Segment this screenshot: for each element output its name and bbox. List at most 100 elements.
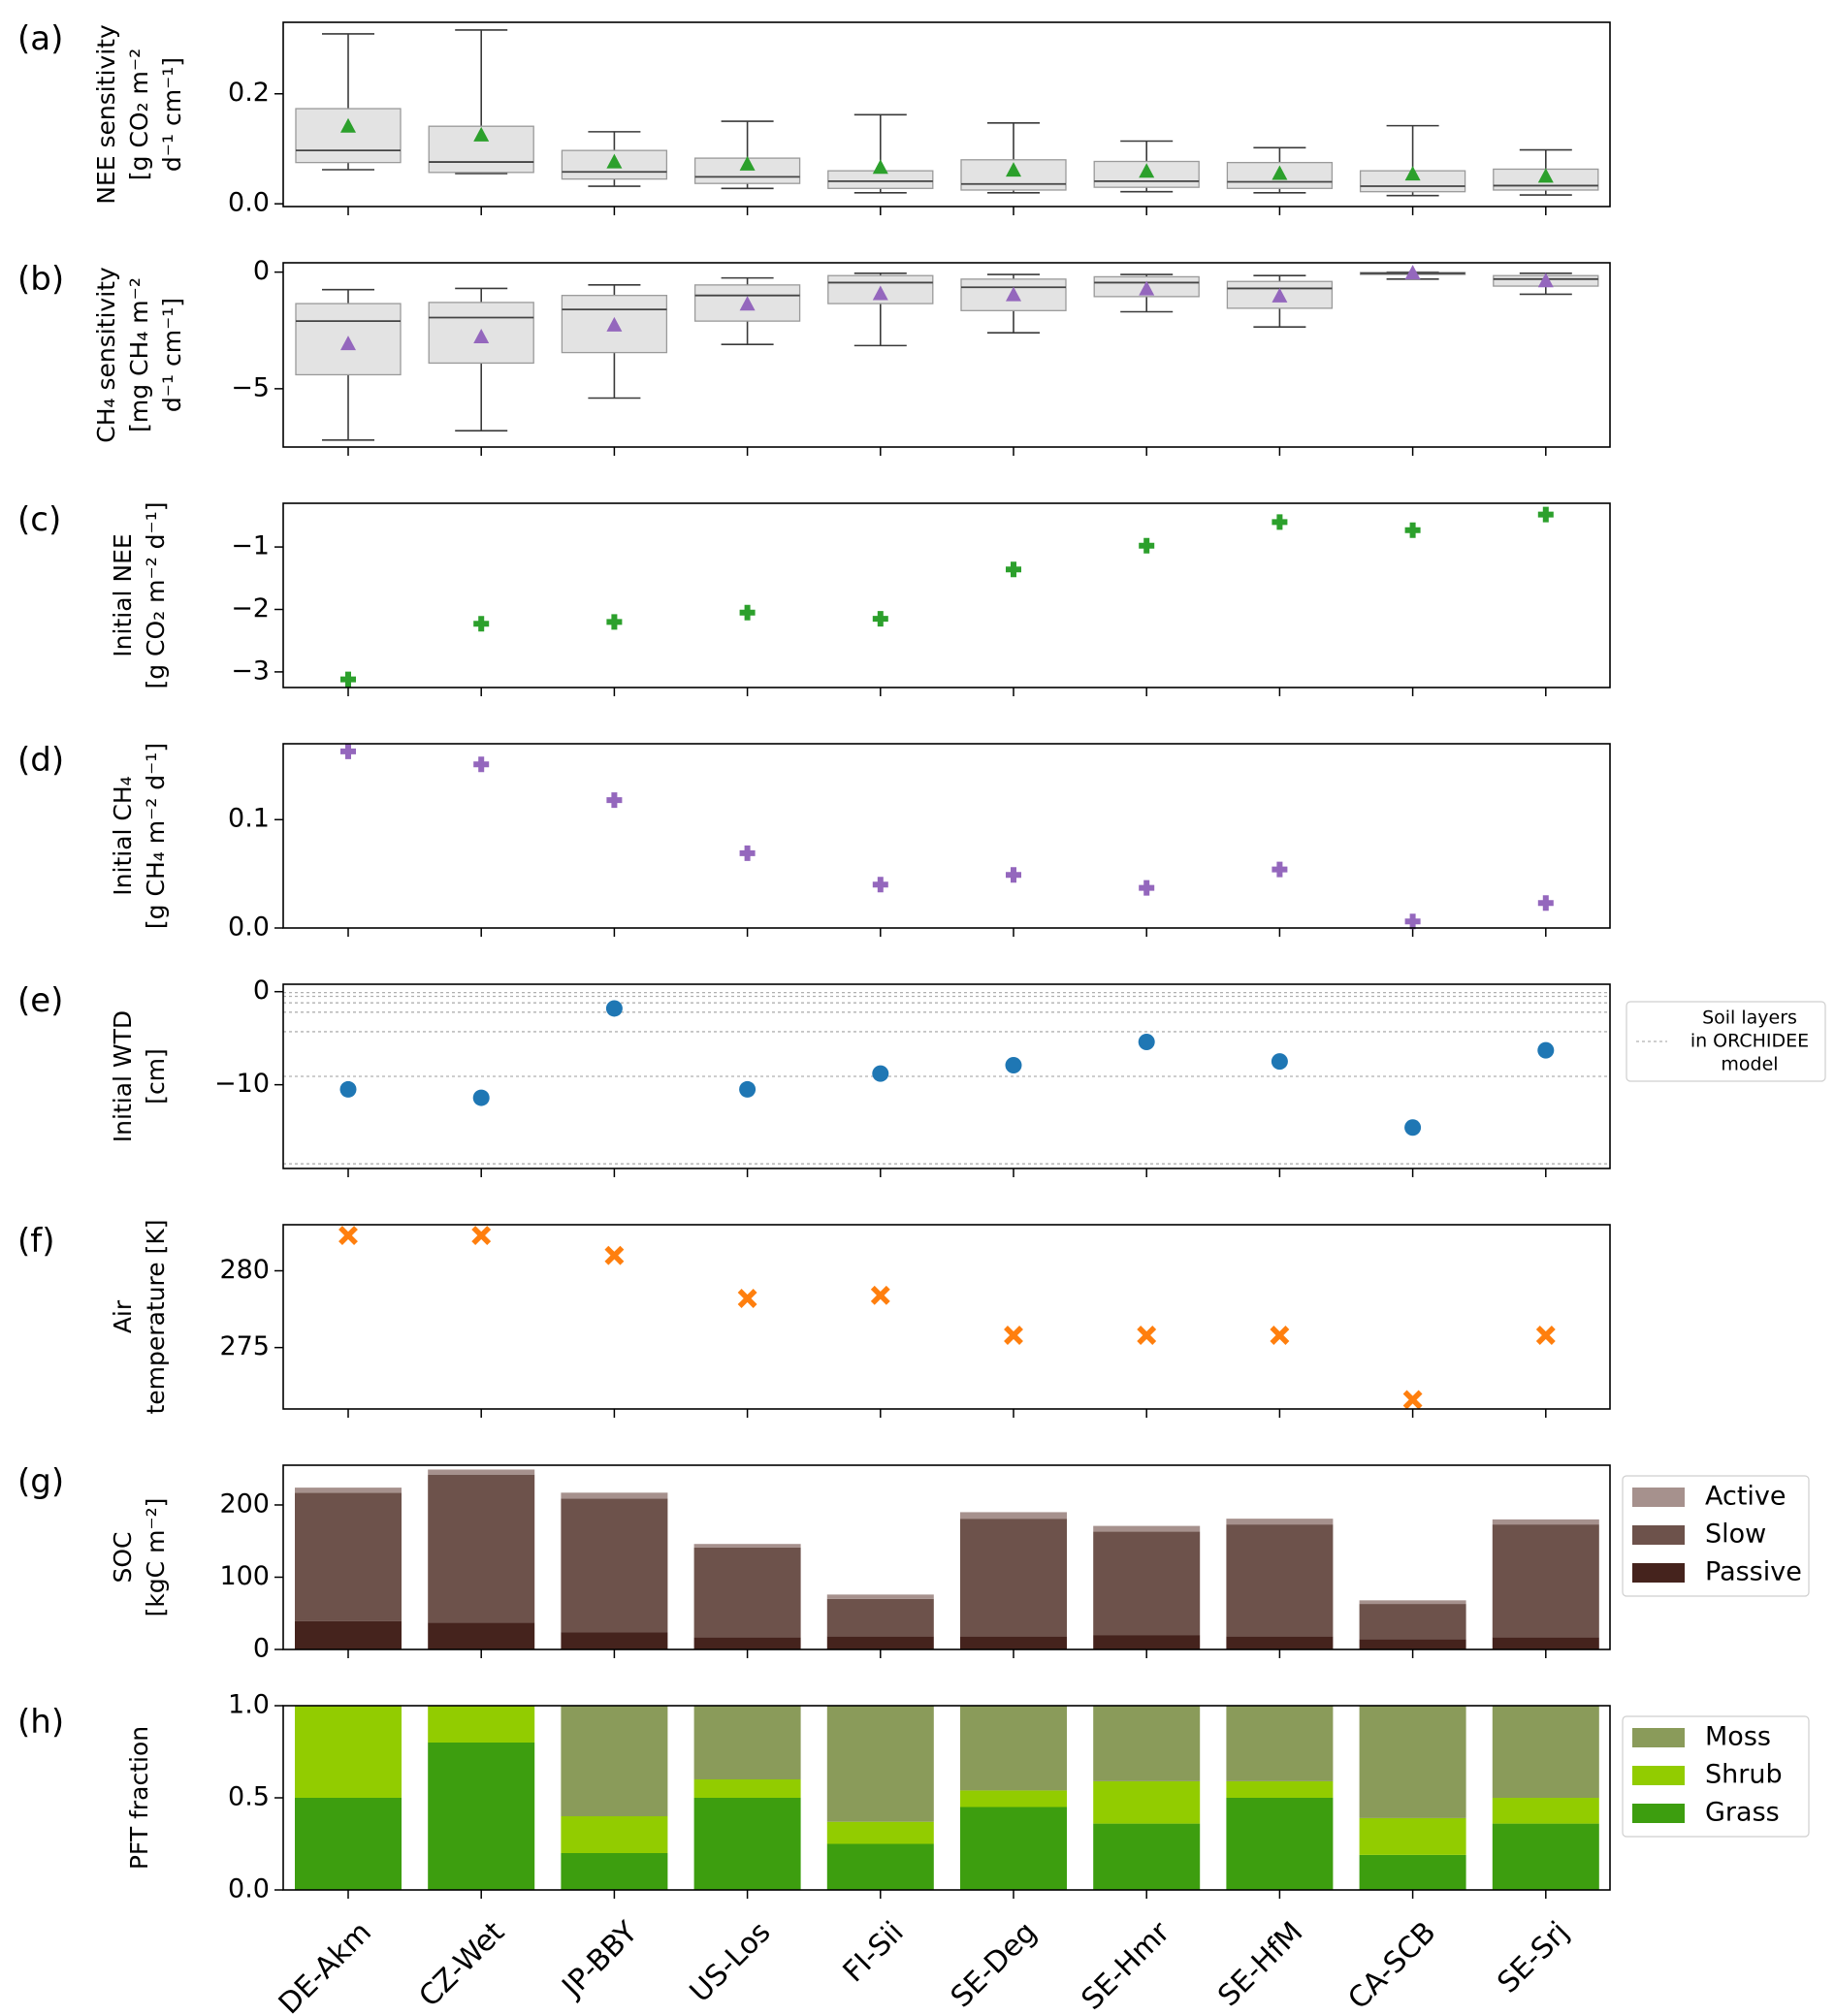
data-point: [1272, 514, 1288, 530]
data-point: [1404, 1119, 1422, 1136]
mean-marker: [340, 117, 356, 133]
y-axis-label: SOC: [109, 1531, 137, 1583]
bar-shrub: [1226, 1780, 1334, 1798]
axes-frame: [282, 743, 1611, 929]
y-tick-label: 280: [219, 1255, 270, 1285]
bar-active: [295, 1488, 402, 1493]
mean-marker: [1006, 286, 1021, 302]
y-tick-label: −10: [214, 1069, 270, 1099]
bar-grass: [1093, 1823, 1201, 1890]
bar-shrub: [561, 1816, 668, 1853]
mean-marker: [739, 155, 756, 171]
bar-active: [960, 1512, 1067, 1520]
panel-f: (f) Air temperature [K] 275 280: [17, 1220, 1611, 1418]
data-point: [739, 845, 756, 861]
bar-shrub: [1359, 1817, 1466, 1855]
x-tick-label: US-Los: [684, 1915, 778, 2009]
bar-passive: [1093, 1635, 1201, 1649]
x-axis-labels: DE-Akm CZ-Wet JP-BBY US-Los FI-Sii SE-Deg SE-H…: [273, 1915, 1576, 2016]
panel-h: (h) PFT fraction 0.0 0.5 1.0 Moss Shrub Grass: [17, 1690, 1810, 1904]
y-tick-label: 0.0: [228, 188, 270, 218]
panel-d: (d) Initial CH₄ [g CH₄ m⁻² d⁻¹] 0.0 0.1: [17, 741, 1611, 943]
data-point: [473, 756, 490, 773]
legend-label: Slow: [1705, 1520, 1766, 1550]
mean-marker: [1272, 165, 1288, 180]
bar-passive: [1226, 1636, 1334, 1649]
box: [561, 295, 668, 354]
bar-active: [1093, 1525, 1201, 1532]
box: [960, 159, 1067, 191]
bar-slow: [960, 1519, 1067, 1637]
legend-label: Shrub: [1705, 1760, 1783, 1790]
panel-letter: (c): [17, 500, 61, 539]
bar-grass: [960, 1807, 1067, 1890]
legend-box: [1626, 1001, 1826, 1082]
data-point: [606, 792, 623, 809]
data-point: [1404, 522, 1421, 538]
y-axis-label: CH₄ sensitivity: [92, 267, 120, 443]
bar-passive: [693, 1637, 801, 1649]
axes-frame: [282, 1705, 1611, 1891]
legend-swatch: [1632, 1563, 1685, 1583]
legend-label: in ORCHIDEE: [1690, 1031, 1809, 1052]
box: [295, 108, 402, 164]
mean-marker: [872, 285, 888, 301]
legend-label: Soil layers: [1702, 1008, 1797, 1029]
data-point: [739, 604, 756, 621]
y-axis-label: NEE sensitivity: [92, 24, 120, 205]
y-axis-label: Initial WTD: [109, 1010, 137, 1142]
bar-moss: [1359, 1706, 1466, 1818]
data-point: [471, 1226, 492, 1246]
y-tick-label: 0.0: [228, 1874, 270, 1904]
y-tick-label: 0.1: [228, 804, 270, 834]
y-axis-label: PFT fraction: [125, 1726, 153, 1870]
bar-active: [826, 1594, 934, 1599]
bar-shrub: [1093, 1780, 1201, 1824]
bar-moss: [960, 1706, 1067, 1791]
bar-shrub: [1492, 1798, 1599, 1824]
legend-swatch: [1632, 1728, 1685, 1747]
bar-moss: [561, 1706, 668, 1816]
data-point: [1271, 1053, 1288, 1071]
data-point: [1139, 537, 1155, 554]
bar-grass: [693, 1798, 801, 1890]
y-tick-label: 275: [219, 1331, 270, 1361]
bar-grass: [826, 1843, 934, 1890]
x-tick-label: DE-Akm: [273, 1915, 378, 2016]
bar-active: [693, 1544, 801, 1548]
bar-slow: [693, 1547, 801, 1638]
data-point: [1404, 913, 1421, 930]
y-axis-label: temperature [K]: [142, 1220, 170, 1415]
data-point: [339, 1080, 357, 1098]
y-tick-label: −3: [231, 656, 270, 686]
panel-letter: (g): [17, 1462, 64, 1501]
mean-marker: [1404, 166, 1421, 181]
panel-letter: (a): [17, 19, 63, 58]
bar-moss: [826, 1706, 934, 1822]
x-tick-label: SE-Hmr: [1076, 1915, 1177, 2016]
bar-moss: [1226, 1706, 1334, 1781]
x-tick-label: SE-HfM: [1211, 1915, 1309, 2013]
y-tick-label: 0.2: [228, 78, 270, 108]
y-axis-label: Initial CH₄: [109, 776, 137, 895]
x-tick-label: CA-SCB: [1341, 1915, 1442, 2016]
bar-moss: [693, 1706, 801, 1779]
data-point: [872, 611, 888, 627]
y-axis-label: Air: [109, 1299, 137, 1333]
bar-moss: [1093, 1706, 1201, 1781]
bar-shrub: [428, 1706, 535, 1743]
bar-grass: [1359, 1854, 1466, 1890]
bar-passive: [1492, 1637, 1599, 1649]
y-tick-label: −5: [231, 372, 270, 402]
x-tick-label: SE-Deg: [945, 1915, 1044, 2014]
mean-marker: [872, 159, 888, 175]
data-point: [870, 1285, 890, 1305]
legend-label: model: [1721, 1054, 1778, 1075]
axes-frame: [282, 1224, 1611, 1410]
y-axis-label: [g CO₂ m⁻² d⁻¹]: [142, 501, 170, 688]
y-axis-label: Initial NEE: [109, 533, 137, 656]
bar-slow: [295, 1492, 402, 1621]
box: [428, 302, 534, 365]
bar-grass: [1492, 1823, 1599, 1890]
